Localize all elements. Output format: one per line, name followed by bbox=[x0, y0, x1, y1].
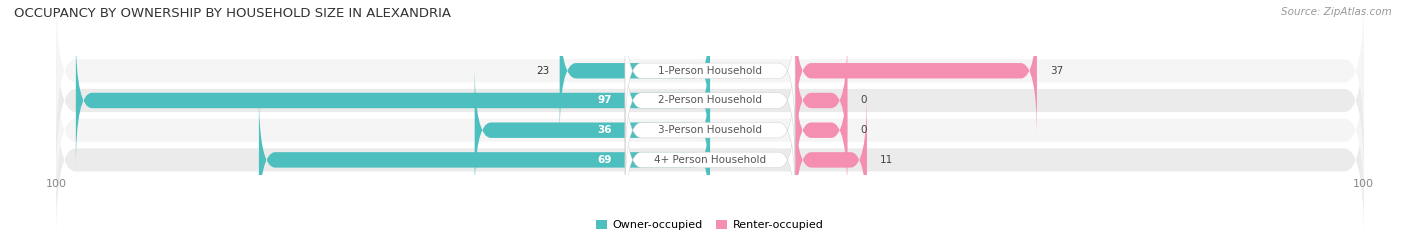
FancyBboxPatch shape bbox=[56, 23, 1364, 178]
Legend: Owner-occupied, Renter-occupied: Owner-occupied, Renter-occupied bbox=[592, 215, 828, 233]
Text: 4+ Person Household: 4+ Person Household bbox=[654, 155, 766, 165]
FancyBboxPatch shape bbox=[56, 82, 1364, 233]
Text: 37: 37 bbox=[1050, 66, 1063, 76]
FancyBboxPatch shape bbox=[626, 34, 794, 167]
Text: Source: ZipAtlas.com: Source: ZipAtlas.com bbox=[1281, 7, 1392, 17]
FancyBboxPatch shape bbox=[475, 64, 710, 197]
FancyBboxPatch shape bbox=[56, 53, 1364, 208]
Text: OCCUPANCY BY OWNERSHIP BY HOUSEHOLD SIZE IN ALEXANDRIA: OCCUPANCY BY OWNERSHIP BY HOUSEHOLD SIZE… bbox=[14, 7, 451, 20]
FancyBboxPatch shape bbox=[626, 93, 794, 226]
Text: 69: 69 bbox=[598, 155, 612, 165]
Text: 0: 0 bbox=[860, 96, 868, 106]
Text: 1-Person Household: 1-Person Household bbox=[658, 66, 762, 76]
Text: 0: 0 bbox=[860, 125, 868, 135]
FancyBboxPatch shape bbox=[259, 93, 710, 226]
FancyBboxPatch shape bbox=[626, 64, 794, 197]
Text: 23: 23 bbox=[537, 66, 550, 76]
FancyBboxPatch shape bbox=[76, 34, 710, 167]
FancyBboxPatch shape bbox=[560, 4, 710, 137]
FancyBboxPatch shape bbox=[794, 4, 1038, 137]
FancyBboxPatch shape bbox=[794, 93, 868, 226]
Text: 2-Person Household: 2-Person Household bbox=[658, 96, 762, 106]
Text: 11: 11 bbox=[880, 155, 893, 165]
FancyBboxPatch shape bbox=[794, 64, 848, 197]
Text: 3-Person Household: 3-Person Household bbox=[658, 125, 762, 135]
FancyBboxPatch shape bbox=[794, 34, 848, 167]
Text: 36: 36 bbox=[598, 125, 612, 135]
Text: 97: 97 bbox=[598, 96, 612, 106]
FancyBboxPatch shape bbox=[626, 4, 794, 137]
FancyBboxPatch shape bbox=[56, 0, 1364, 148]
